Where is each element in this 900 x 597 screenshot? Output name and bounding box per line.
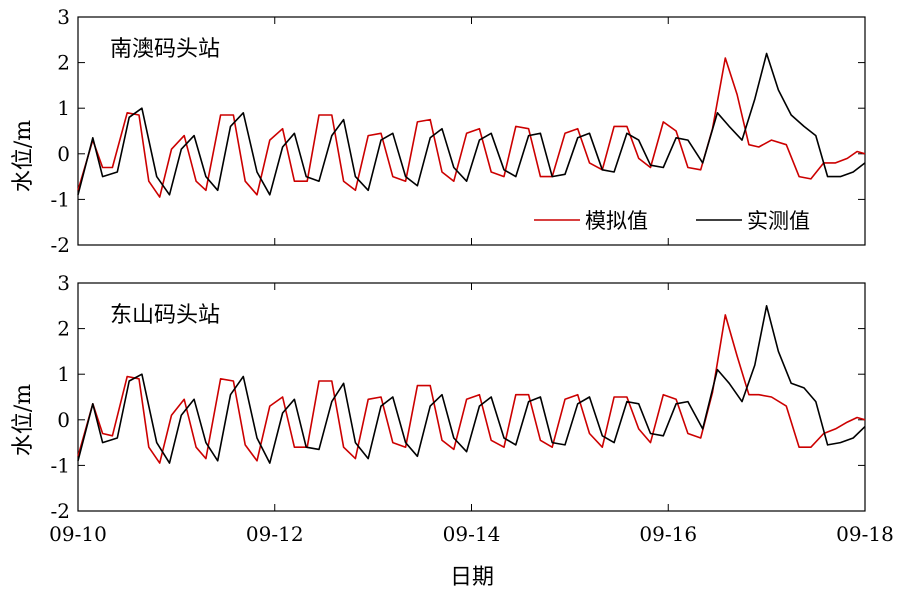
y-tick-label: 0 xyxy=(57,408,70,432)
series-line-observed xyxy=(77,304,866,464)
series-lines xyxy=(77,52,866,198)
y-tick-label: -1 xyxy=(51,453,70,477)
x-axis-label: 日期 xyxy=(450,565,494,590)
y-axis-ticks: -2 -1 0 1 2 3 xyxy=(51,271,865,523)
panel-dongshan: -2 -1 0 1 2 3 09-10 09-12 09-14 09-16 09-18 东山码头站… xyxy=(11,271,894,590)
y-tick-label: -2 xyxy=(51,233,70,257)
x-axis-ticks xyxy=(77,17,866,245)
legend: 模拟值 实测值 xyxy=(534,209,810,233)
y-tick-label: 3 xyxy=(57,271,70,295)
x-tick-label: 09-10 xyxy=(49,522,107,546)
series-line-simulated xyxy=(77,57,866,198)
y-tick-label: 2 xyxy=(57,51,70,75)
y-tick-label: -1 xyxy=(51,187,70,211)
y-tick-label: -2 xyxy=(51,499,70,523)
legend-label-observed: 实测值 xyxy=(747,209,810,233)
legend-label-simulated: 模拟值 xyxy=(585,209,648,233)
x-tick-label: 09-14 xyxy=(443,522,501,546)
x-tick-label: 09-18 xyxy=(836,522,894,546)
y-axis-label: 水位/m xyxy=(11,384,36,456)
series-line-simulated xyxy=(77,314,866,464)
series-line-observed xyxy=(77,52,866,196)
x-tick-label: 09-12 xyxy=(246,522,304,546)
station-label: 东山码头站 xyxy=(110,303,220,328)
station-label: 南澳码头站 xyxy=(110,37,220,62)
y-axis-ticks: -2 -1 0 1 2 3 xyxy=(51,5,865,257)
y-tick-label: 0 xyxy=(57,142,70,166)
x-tick-label: 09-16 xyxy=(639,522,697,546)
y-tick-label: 1 xyxy=(57,96,70,120)
y-axis-label: 水位/m xyxy=(11,120,36,192)
y-tick-label: 2 xyxy=(57,317,70,341)
y-tick-label: 1 xyxy=(57,362,70,386)
series-lines xyxy=(77,304,866,464)
x-axis-ticks: 09-10 09-12 09-14 09-16 09-18 xyxy=(49,283,894,546)
panel-nanao: -2 -1 0 1 2 3 南澳码头站 水位/m 模拟值 实测值 xyxy=(11,5,866,257)
y-tick-label: 3 xyxy=(57,5,70,29)
